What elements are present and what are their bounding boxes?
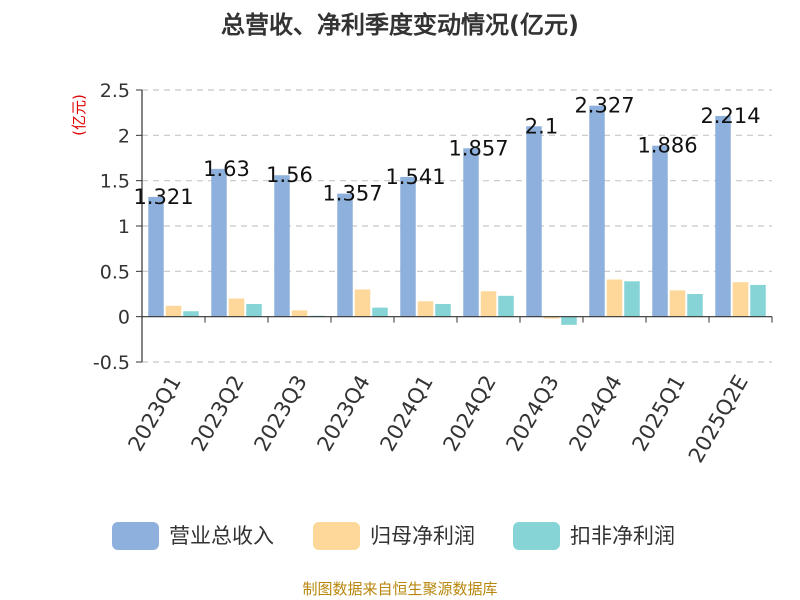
x-tick-labels: 2023Q1 2023Q2 2023Q3 2023Q4 2024Q1 2024Q2 2024…: [123, 371, 752, 467]
bar: [715, 115, 731, 317]
bar: [246, 303, 262, 317]
bar: [337, 193, 353, 317]
bar: [498, 295, 514, 317]
grid: [136, 89, 772, 363]
bar: [211, 168, 227, 317]
x-tick-label: 2024Q1: [375, 371, 437, 455]
bar: [165, 305, 182, 317]
chart-title: 总营收、净利季度变动情况(亿元): [221, 11, 579, 39]
bar: [561, 316, 577, 325]
x-tick-label: 2024Q4: [564, 371, 626, 455]
data-label: 1.56: [266, 163, 313, 187]
bar: [732, 282, 749, 317]
bar: [372, 307, 388, 317]
bar: [435, 303, 451, 317]
legend-swatch: [112, 522, 159, 550]
data-label: 2.214: [700, 104, 760, 128]
axes: [141, 90, 773, 362]
y-tick-label: 1.5: [100, 171, 130, 193]
legend: 营业总收入 归母净利润 扣非净利润: [112, 522, 675, 550]
bar: [750, 284, 766, 317]
bar: [274, 175, 290, 317]
bar: [148, 196, 164, 317]
legend-label: 扣非净利润: [570, 524, 675, 548]
bar: [624, 281, 640, 317]
y-tick-label: 0.5: [100, 261, 130, 283]
bar: [291, 310, 308, 317]
y-tick-label: -0.5: [93, 352, 130, 374]
data-label: 1.541: [385, 165, 445, 189]
x-tick-label: 2024Q2: [438, 371, 500, 455]
data-label: 1.886: [637, 134, 697, 158]
bar: [463, 148, 479, 317]
footer-source: 制图数据来自恒生聚源数据库: [302, 580, 497, 598]
bar: [400, 176, 416, 317]
data-label: 1.857: [448, 136, 508, 160]
x-tick-label: 2024Q3: [501, 371, 563, 455]
bar: [606, 279, 623, 317]
bar: [652, 145, 668, 317]
bar: [417, 301, 434, 317]
y-tick-label: 1: [118, 216, 130, 238]
legend-swatch: [513, 522, 560, 550]
bar: [526, 126, 542, 317]
y-tick-label: 2.5: [100, 80, 130, 102]
bar: [354, 289, 371, 317]
data-label: 1.357: [322, 182, 382, 206]
y-tick-label: 0: [118, 307, 130, 329]
bar: [589, 105, 605, 317]
data-label: 2.1: [525, 114, 558, 138]
legend-swatch: [313, 522, 360, 550]
x-tick-label: 2023Q1: [123, 371, 185, 455]
x-tick-label: 2023Q2: [186, 371, 248, 455]
legend-label: 营业总收入: [169, 524, 274, 548]
x-tick-label: 2025Q2E: [684, 371, 753, 467]
bar: [687, 294, 703, 317]
x-tick-label: 2025Q1: [627, 371, 689, 455]
data-label: 1.63: [203, 157, 250, 181]
bar: [480, 291, 497, 317]
bars: [148, 105, 766, 325]
bar: [543, 316, 560, 319]
y-tick-label: 2: [118, 125, 130, 147]
data-label: 1.321: [133, 185, 193, 209]
bar: [228, 298, 245, 317]
y-unit-label: (亿元): [70, 94, 88, 136]
x-tick-label: 2023Q4: [312, 371, 374, 455]
bar: [669, 290, 686, 317]
bar: [183, 311, 199, 317]
x-tick-label: 2023Q3: [249, 371, 311, 455]
data-label: 2.327: [574, 94, 634, 118]
y-tick-labels: 2.5 2 1.5 1 0.5 0 -0.5: [93, 80, 130, 374]
legend-label: 归母净利润: [370, 524, 475, 548]
